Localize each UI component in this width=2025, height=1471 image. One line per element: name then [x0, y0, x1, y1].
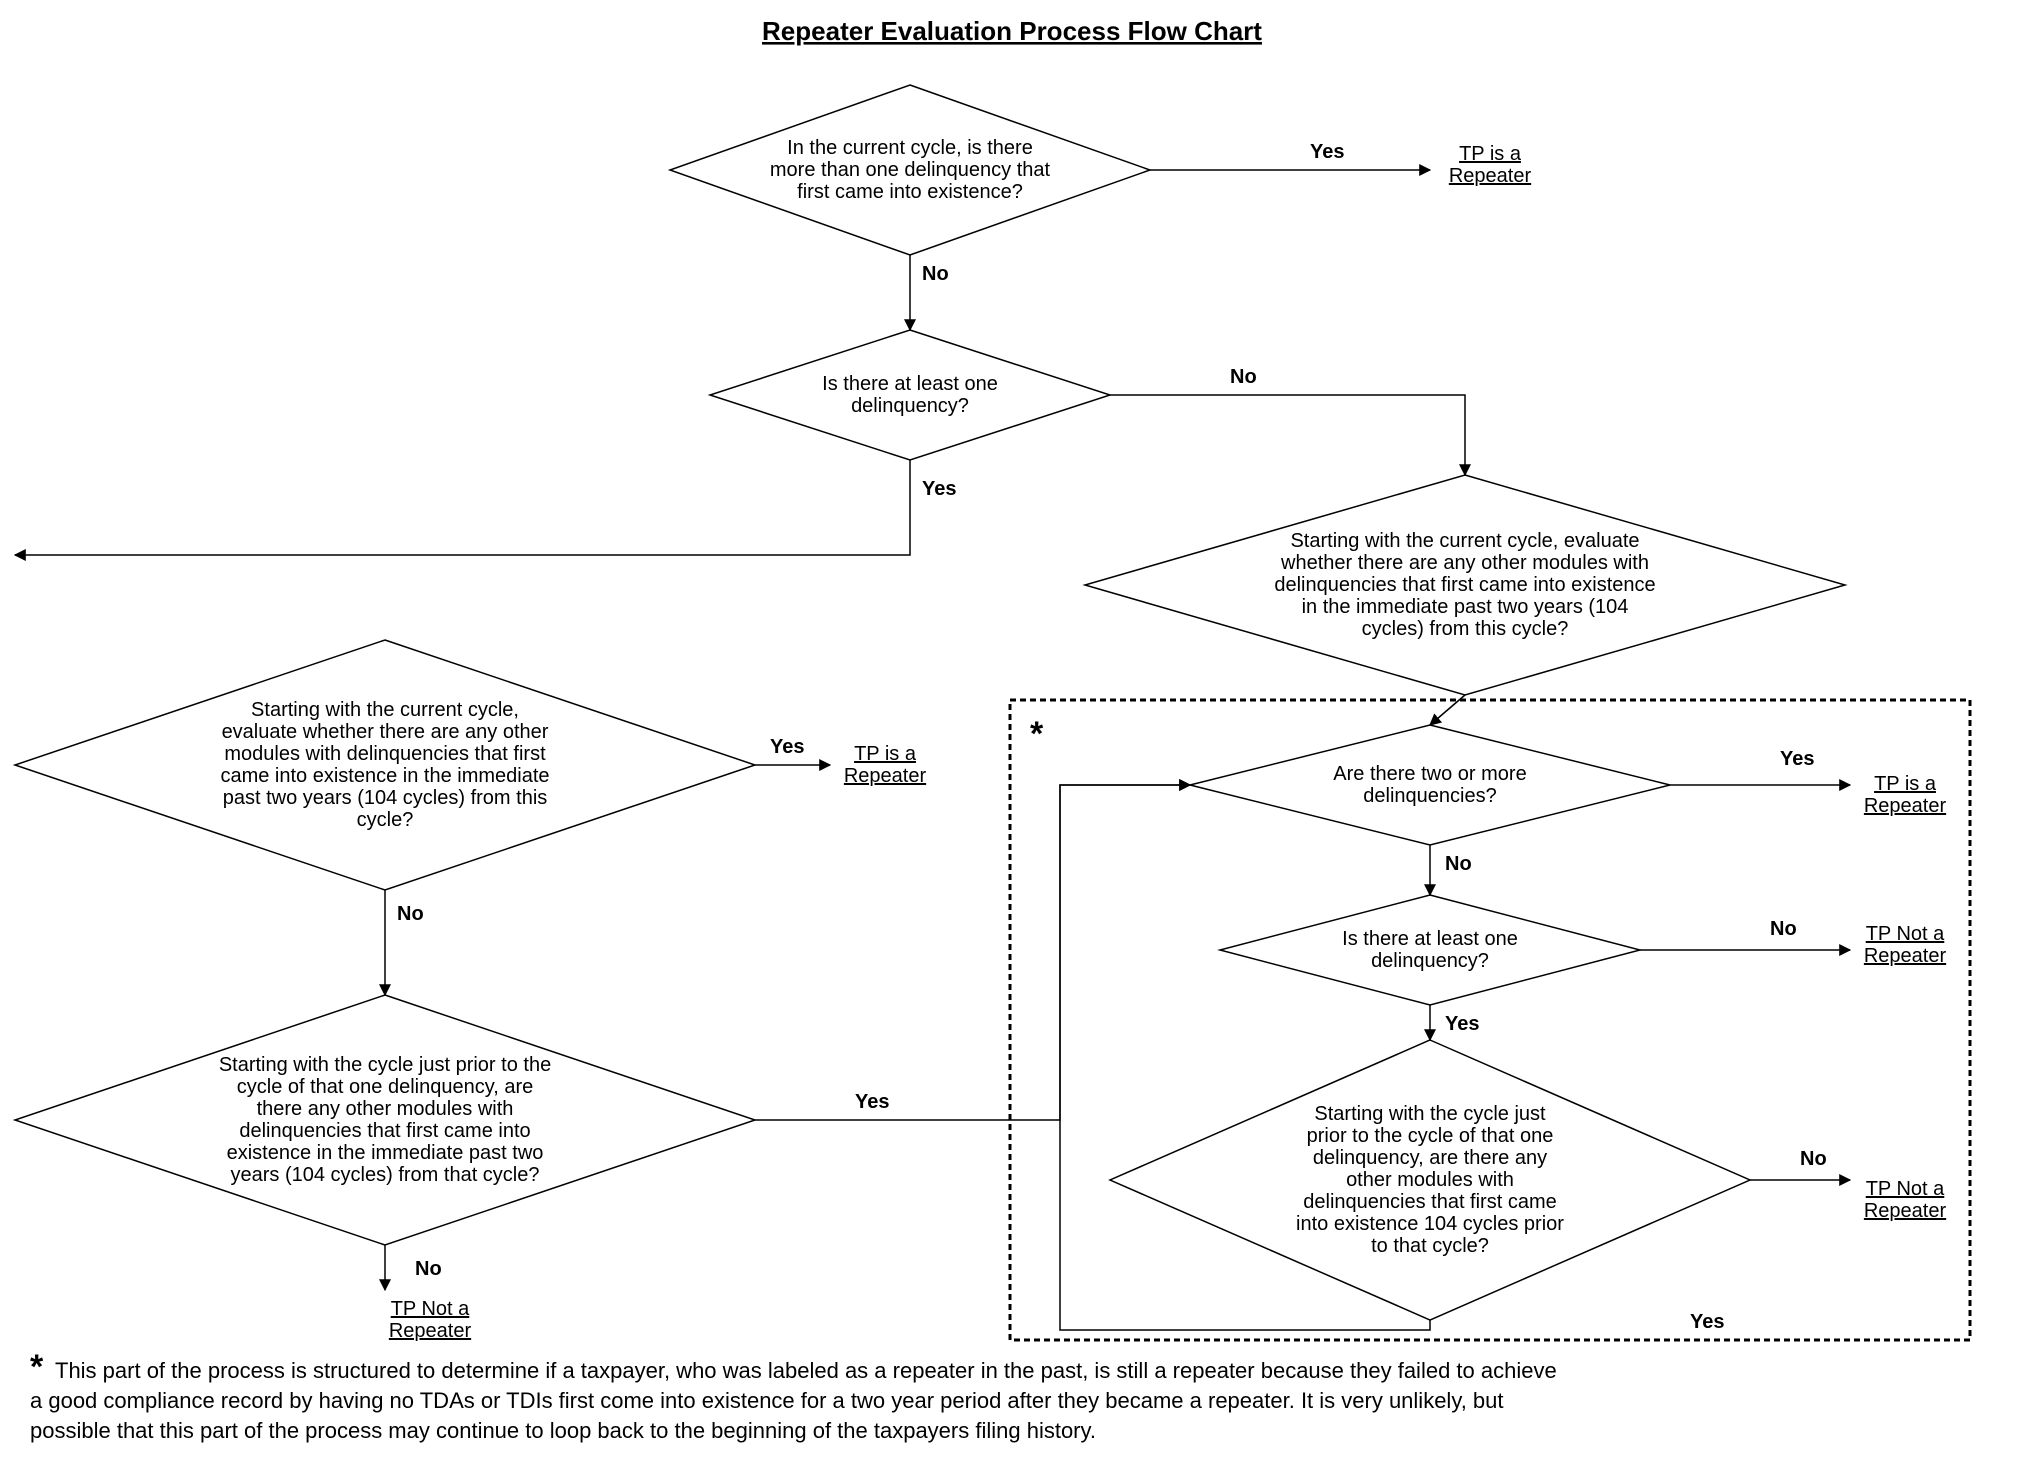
decision-text: delinquency?: [1371, 950, 1489, 972]
edge-label-no: No: [1770, 918, 1797, 940]
flow-edge: [755, 785, 1190, 1120]
decision-text: first came into existence?: [797, 181, 1023, 203]
decision-text: delinquencies that first came into: [239, 1120, 530, 1142]
footnote-line: a good compliance record by having no TD…: [30, 1388, 1504, 1413]
decision-text: delinquencies that first came into exist…: [1274, 574, 1655, 596]
footnote-line: possible that this part of the process m…: [30, 1418, 1096, 1443]
edge-label-yes: Yes: [1780, 748, 1814, 770]
flow-edge: [1110, 395, 1465, 475]
decision-text: Is there at least one: [822, 373, 998, 395]
footnote-asterisk: *: [30, 1348, 44, 1386]
result-not-d7: TP Not a: [1866, 1178, 1945, 1200]
decision-text: Starting with the current cycle,: [251, 699, 519, 721]
decision-text: came into existence in the immediate: [220, 765, 549, 787]
decision-text: cycle?: [357, 809, 414, 831]
edge-label-yes: Yes: [770, 736, 804, 758]
decision-text: evaluate whether there are any other: [222, 721, 549, 743]
decision-text: Starting with the cycle just: [1314, 1103, 1546, 1125]
result-repeater-d5: TP is a: [1874, 773, 1937, 795]
decision-text: delinquency, are there any: [1313, 1147, 1547, 1169]
decision-text: delinquencies?: [1363, 785, 1496, 807]
edge-label-yes: Yes: [1690, 1311, 1724, 1333]
decision-text: delinquencies that first came: [1303, 1191, 1556, 1213]
footnote-line: This part of the process is structured t…: [55, 1358, 1557, 1383]
result-not-d6: TP Not a: [1866, 923, 1945, 945]
edge-label-no: No: [1230, 366, 1257, 388]
flow-edge: [15, 460, 910, 555]
decision-text: whether there are any other modules with: [1280, 552, 1649, 574]
decision-text: Starting with the current cycle, evaluat…: [1290, 530, 1639, 552]
decision-text: cycles) from this cycle?: [1362, 618, 1569, 640]
decision-text: to that cycle?: [1371, 1235, 1489, 1257]
result-repeater-top: TP is a: [1459, 143, 1522, 165]
edge-label-no: No: [415, 1258, 442, 1280]
edge-label-no: No: [397, 903, 424, 925]
flowchart-canvas: Repeater Evaluation Process Flow Chart *…: [0, 0, 2025, 1471]
flowchart-title: Repeater Evaluation Process Flow Chart: [762, 16, 1262, 46]
decision-text: years (104 cycles) from that cycle?: [231, 1164, 540, 1186]
result-not-bottom-left: TP Not a: [391, 1298, 470, 1320]
result-not-d6: Repeater: [1864, 945, 1947, 967]
result-not-bottom-left: Repeater: [389, 1320, 472, 1342]
result-repeater-left: Repeater: [844, 765, 927, 787]
decision-text: prior to the cycle of that one: [1307, 1125, 1554, 1147]
edge-label-yes: Yes: [855, 1091, 889, 1113]
decision-text: in the immediate past two years (104: [1302, 596, 1629, 618]
edge-label-yes: Yes: [1445, 1013, 1479, 1035]
decision-text: other modules with: [1346, 1169, 1514, 1191]
result-not-d7: Repeater: [1864, 1200, 1947, 1222]
decision-text: existence in the immediate past two: [227, 1142, 544, 1164]
result-repeater-left: TP is a: [854, 743, 917, 765]
edge-label-yes: Yes: [922, 478, 956, 500]
decision-text: more than one delinquency that: [770, 159, 1051, 181]
subprocess-asterisk: *: [1030, 715, 1044, 753]
decision-text: Starting with the cycle just prior to th…: [219, 1054, 551, 1076]
decision-text: Are there two or more: [1333, 763, 1526, 785]
decision-text: cycle of that one delinquency, are: [237, 1076, 533, 1098]
decision-text: Is there at least one: [1342, 928, 1518, 950]
decision-text: past two years (104 cycles) from this: [223, 787, 548, 809]
decision-text: into existence 104 cycles prior: [1296, 1213, 1564, 1235]
result-repeater-top: Repeater: [1449, 165, 1532, 187]
result-repeater-d5: Repeater: [1864, 795, 1947, 817]
decision-text: delinquency?: [851, 395, 969, 417]
edge-label-yes: Yes: [1310, 141, 1344, 163]
decision-text: In the current cycle, is there: [787, 137, 1033, 159]
edge-label-no: No: [922, 263, 949, 285]
decision-text: there any other modules with: [257, 1098, 514, 1120]
edge-label-no: No: [1800, 1148, 1827, 1170]
decision-text: modules with delinquencies that first: [224, 743, 546, 765]
edge-label-no: No: [1445, 853, 1472, 875]
